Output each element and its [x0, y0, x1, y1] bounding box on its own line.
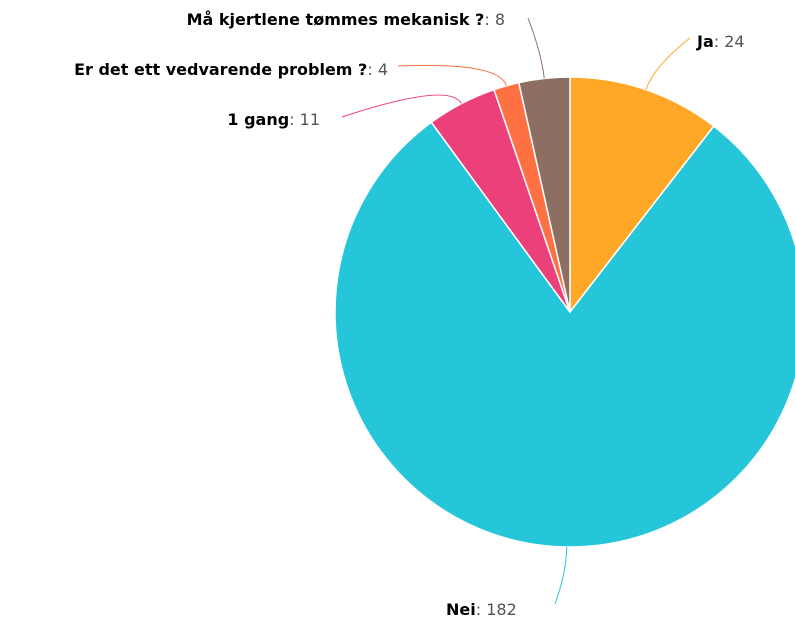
label-separator: :: [476, 600, 486, 619]
label-value: 4: [378, 60, 388, 79]
label-separator: :: [714, 32, 724, 51]
data-label: Ja: 24: [696, 32, 745, 51]
pie-slice: [334, 121, 795, 548]
data-label: Er det ett vedvarende problem ?: 4: [74, 60, 388, 79]
label-value: 11: [300, 110, 320, 129]
data-label: Må kjertlene tømmes mekanisk ?: 8: [187, 10, 505, 29]
label-name: Må kjertlene tømmes mekanisk ?: [187, 10, 485, 29]
connector: [645, 37, 691, 90]
data-label: Nei: 182: [446, 600, 517, 619]
connector: [341, 94, 462, 118]
label-separator: :: [367, 60, 377, 79]
connector: [397, 64, 507, 86]
label-value: 8: [495, 10, 505, 29]
label-name: Nei: [446, 600, 476, 619]
data-label: 1 gang: 11: [227, 110, 320, 129]
pie-slice: [517, 76, 571, 313]
label-name: Er det ett vedvarende problem ?: [74, 60, 367, 79]
label-name: 1 gang: [227, 110, 289, 129]
label-separator: :: [289, 110, 299, 129]
pie-slice: [569, 76, 715, 315]
connector: [527, 17, 545, 79]
label-name: Ja: [696, 32, 714, 51]
label-separator: :: [484, 10, 494, 29]
label-value: 182: [486, 600, 517, 619]
label-value: 24: [724, 32, 744, 51]
connector: [554, 546, 568, 605]
